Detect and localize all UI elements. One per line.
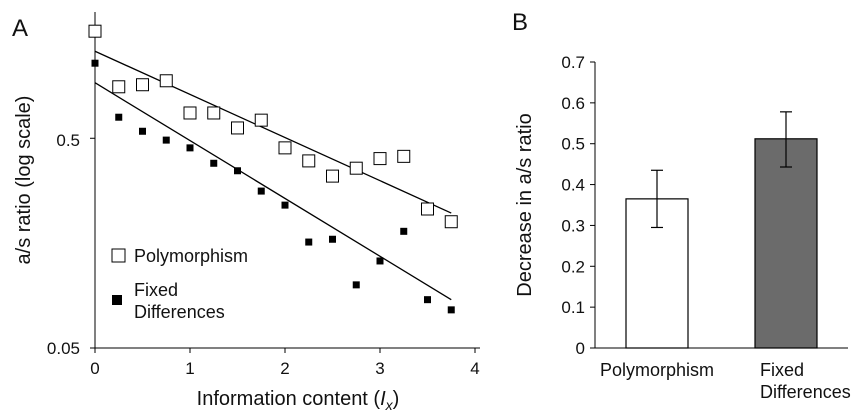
- a-ytick-0.05: 0.05: [47, 339, 80, 358]
- polymorphism-point: [278, 141, 292, 155]
- a-xtick-1: 1: [185, 359, 194, 378]
- category-label: Fixed: [760, 360, 804, 380]
- polymorphism-point: [349, 161, 363, 175]
- polymorphism-point: [421, 202, 434, 216]
- fixed-differences-point: [139, 127, 146, 135]
- polymorphism-point: [183, 106, 197, 120]
- legend-open-square-marker: [111, 248, 126, 263]
- b-ytick-label: 0: [576, 339, 585, 358]
- polymorphism-point: [207, 106, 221, 120]
- fixed-differences-point: [329, 235, 336, 243]
- polymorphism-point: [254, 113, 268, 127]
- fixed-differences-point: [257, 187, 265, 195]
- category-label: Polymorphism: [600, 360, 714, 380]
- fixed-differences-point: [352, 281, 360, 289]
- polymorphism-point: [397, 149, 411, 163]
- panel-a: A 0.5 0.05 0 1 2 3 4 Information content…: [12, 12, 480, 412]
- a-data-points: [88, 24, 458, 314]
- panel-b: B 0 0.1 0.2 0.3 0.4 0.5 0.6 0.7 Decrease in a/s…: [512, 9, 851, 402]
- fit-line-fixed-differences: [94, 82, 452, 301]
- fixed-differences-point: [162, 136, 170, 144]
- a-fit-lines: [94, 50, 452, 301]
- b-ytick-label: 0.2: [561, 257, 585, 276]
- fixed-differences-point: [400, 227, 408, 235]
- polymorphism-point: [112, 80, 126, 94]
- polymorphism-point: [231, 121, 244, 135]
- legend-label-fixed: Fixed: [134, 280, 178, 300]
- panel-a-letter: A: [12, 15, 28, 42]
- fixed-differences-point: [115, 113, 123, 121]
- polymorphism-point: [302, 154, 316, 168]
- a-xtick-3: 3: [375, 359, 384, 378]
- b-ytick-label: 0.6: [561, 94, 585, 113]
- fixed-differences-point: [210, 159, 218, 167]
- fixed-differences-point: [305, 238, 313, 246]
- b-y-axis-title: Decrease in a/s ratio: [514, 113, 536, 296]
- a-ytick-0.5: 0.5: [56, 131, 80, 150]
- a-legend: Polymorphism Fixed Differences: [111, 246, 248, 322]
- fixed-differences-point: [91, 59, 99, 67]
- fixed-differences-point: [376, 257, 384, 265]
- polymorphism-point: [159, 74, 173, 88]
- a-x-axis-title: Information content (Ix): [197, 388, 400, 412]
- polymorphism-point: [373, 152, 387, 166]
- b-ytick-label: 0.4: [561, 176, 585, 195]
- category-label-line2: Differences: [760, 382, 851, 402]
- bar-fixed-differences: [754, 138, 818, 349]
- b-ytick-label: 0.1: [561, 298, 585, 317]
- polymorphism-point: [136, 78, 149, 92]
- a-xtick-4: 4: [470, 359, 479, 378]
- a-xtick-0: 0: [90, 359, 99, 378]
- b-bars: [625, 111, 818, 349]
- fixed-differences-point: [281, 201, 289, 209]
- a-y-axis-title: a/s ratio (log scale): [13, 96, 35, 265]
- b-ytick-label: 0.5: [561, 135, 585, 154]
- fixed-differences-point: [447, 306, 455, 314]
- panel-b-letter: B: [512, 9, 528, 36]
- b-ytick-label: 0.3: [561, 216, 585, 235]
- polymorphism-point: [326, 169, 339, 183]
- legend-label-polymorphism: Polymorphism: [134, 246, 248, 266]
- b-ytick-label: 0.7: [561, 53, 585, 72]
- polymorphism-point: [88, 24, 102, 38]
- fit-line-polymorphism: [94, 50, 452, 214]
- legend-filled-square-marker: [112, 295, 122, 305]
- fixed-differences-point: [234, 167, 241, 175]
- legend-label-differences: Differences: [134, 302, 225, 322]
- fixed-differences-point: [186, 144, 194, 152]
- a-xtick-2: 2: [280, 359, 289, 378]
- fixed-differences-point: [424, 296, 431, 304]
- b-y-ticks: 0 0.1 0.2 0.3 0.4 0.5 0.6 0.7: [561, 53, 595, 358]
- polymorphism-point: [444, 215, 458, 229]
